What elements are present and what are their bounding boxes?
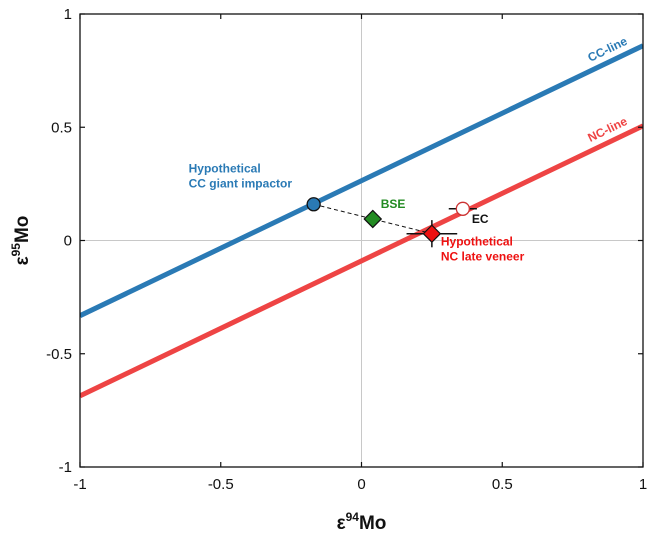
cc-line-line bbox=[80, 43, 643, 318]
reference-lines bbox=[80, 43, 643, 399]
hypothetical-nc-late-veneer-label: Hypothetical NC late veneer bbox=[441, 235, 525, 264]
bse-marker bbox=[363, 209, 383, 229]
nc-line-line bbox=[80, 123, 643, 399]
ec-label-line: EC bbox=[472, 212, 489, 226]
y-tick-label: 1 bbox=[64, 6, 72, 23]
y-tick-label: 0.5 bbox=[51, 119, 72, 136]
hypothetical-nc-late-veneer-label-line: NC late veneer bbox=[441, 250, 525, 264]
y-axis-title-group: ε95Mo bbox=[9, 216, 33, 266]
y-tick-label: -0.5 bbox=[46, 346, 72, 363]
x-axis-title: ε94Mo bbox=[337, 510, 387, 534]
y-tick-label: 0 bbox=[64, 233, 72, 250]
mixing-line-path bbox=[313, 203, 432, 235]
hypothetical-cc-giant-impactor-label-line: CC giant impactor bbox=[189, 176, 293, 190]
bse-label: BSE bbox=[381, 197, 406, 211]
data-points bbox=[306, 197, 470, 244]
hypothetical-cc-giant-impactor-label: Hypothetical CC giant impactor bbox=[189, 161, 293, 190]
hypothetical-cc-giant-impactor-label-line: Hypothetical bbox=[189, 161, 261, 175]
x-tick-label: 0 bbox=[357, 476, 365, 493]
hypothetical-nc-late-veneer-marker bbox=[422, 224, 442, 244]
x-tick-label: -1 bbox=[73, 476, 86, 493]
x-tick-label: 0.5 bbox=[492, 476, 513, 493]
y-tick-label: -1 bbox=[59, 459, 72, 476]
axis-ticks: -1 -0.5 0 0.5 1 -1 -0.5 0 0.5 1 bbox=[46, 6, 647, 493]
ec-marker bbox=[455, 201, 470, 216]
zero-lines bbox=[80, 14, 643, 467]
ec-label: EC bbox=[472, 212, 489, 226]
hypothetical-cc-giant-impactor-marker bbox=[306, 197, 321, 212]
y-axis-title: ε95Mo bbox=[9, 216, 33, 266]
x-tick-label: -0.5 bbox=[208, 476, 234, 493]
x-tick-label: 1 bbox=[639, 476, 647, 493]
bse-label-line: BSE bbox=[381, 197, 406, 211]
hypothetical-nc-late-veneer-label-line: Hypothetical bbox=[441, 235, 513, 249]
mixing-line bbox=[313, 203, 432, 235]
